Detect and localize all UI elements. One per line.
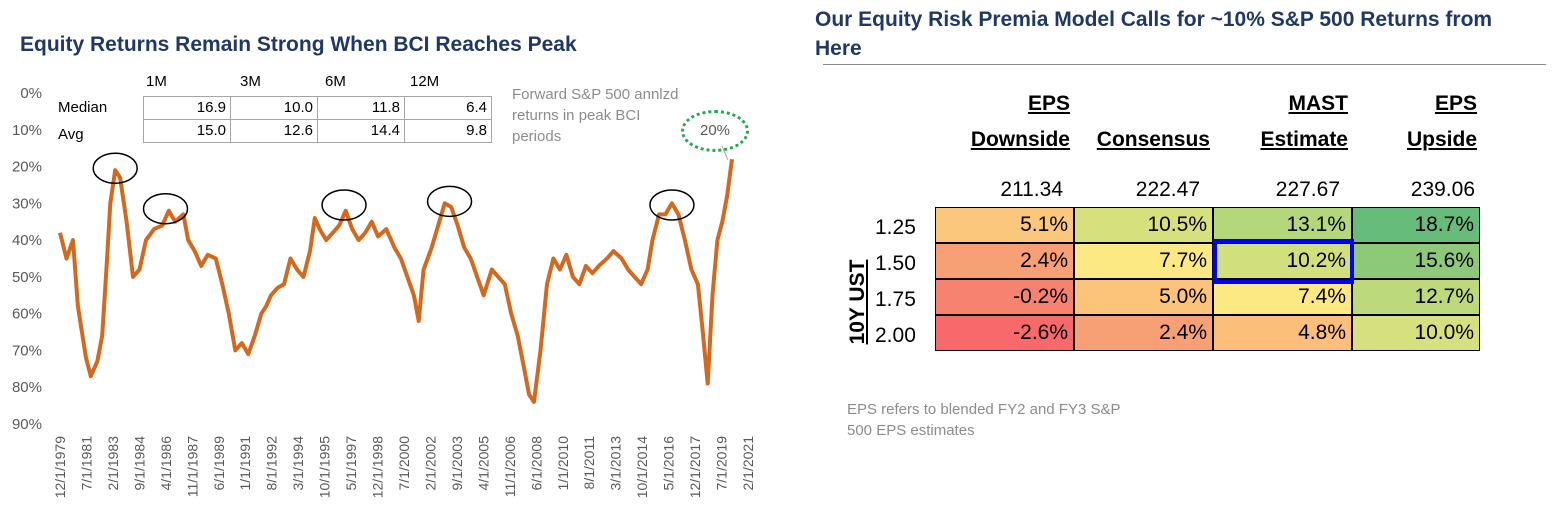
bci-series-line [58, 158, 734, 404]
x-tick-label: 11/1/2006 [502, 436, 518, 497]
heat-cell: 4.8% [1213, 315, 1352, 351]
col-head-mast-line1: MAST [1288, 92, 1349, 115]
heat-cell: 12.7% [1352, 279, 1480, 315]
y-tick-label: 70% [12, 342, 42, 359]
x-tick-label: 9/1/1984 [131, 436, 147, 491]
heat-cell: 18.7% [1352, 207, 1480, 243]
col-head-upside-line2: Upside [1406, 128, 1477, 151]
stats-header-6m: 6M [325, 73, 346, 90]
x-tick-label: 7/1/2000 [396, 436, 412, 491]
heat-cell: 5.1% [935, 207, 1074, 243]
heat-cell: 7.4% [1213, 279, 1352, 315]
peak-circle [426, 185, 473, 218]
heat-cell: 5.0% [1074, 279, 1213, 315]
x-tick-label: 6/1/1989 [211, 436, 227, 491]
x-tick-label: 8/1/1992 [264, 436, 280, 491]
bci-line-chart: 0% 10% 20% 30% 40% 50% 60% 70% 80% 90% 12/1/1979 7/… [12, 85, 756, 498]
heat-cell: 2.4% [935, 243, 1074, 279]
peak-callout-bubble: 20% [681, 110, 749, 152]
x-tick-label: 10/1/1995 [317, 436, 333, 498]
stats-row-label-median: Median [58, 99, 108, 116]
x-tick-label: 1/1/1991 [237, 436, 253, 491]
stats-cell: 15.0 [143, 119, 231, 143]
x-tick-label: 7/1/1981 [78, 436, 94, 491]
x-tick-label: 4/1/1986 [158, 436, 174, 491]
x-tick-label: 7/1/2019 [714, 436, 730, 491]
x-tick-label: 10/1/2014 [634, 436, 650, 498]
heat-cell: 2.4% [1074, 315, 1213, 351]
y-tick-label: 60% [12, 306, 42, 323]
x-tick-label: 9/1/2003 [449, 436, 465, 491]
eps-value-consensus: 222.47 [1135, 178, 1200, 201]
y-tick-label: 80% [12, 379, 42, 396]
peak-circle [92, 152, 138, 184]
x-tick-label: 5/1/1997 [343, 436, 359, 491]
x-tick-label: 12/1/2017 [687, 436, 703, 498]
stats-row-label-avg: Avg [58, 126, 84, 143]
heat-cell: 7.7% [1074, 243, 1213, 279]
x-tick-label: 8/1/2011 [581, 436, 597, 490]
heat-cell: 13.1% [1213, 207, 1352, 243]
x-tick-label: 12/1/1998 [370, 436, 386, 498]
forward-returns-note: Forward S&P 500 annlzd returns in peak B… [512, 86, 679, 145]
peak-circle [142, 192, 189, 225]
stats-cell: 9.8 [404, 119, 492, 143]
rate-label: 1.50 [875, 252, 916, 275]
x-tick-label: 2/1/2021 [740, 436, 756, 491]
y-tick-label: 20% [12, 159, 42, 176]
mast-estimate-highlight [1213, 239, 1354, 284]
col-head-mast-line2: Estimate [1260, 128, 1348, 151]
eps-value-mast: 227.67 [1275, 178, 1340, 201]
y-tick-label: 40% [12, 232, 42, 249]
stats-header-12m: 12M [410, 73, 440, 90]
y-tick-label: 90% [12, 416, 42, 433]
x-tick-label: 12/1/1979 [52, 436, 68, 498]
heat-cell: -0.2% [935, 279, 1074, 315]
heat-cell: 10.2% [1213, 243, 1352, 279]
x-tick-label: 1/1/2010 [555, 436, 571, 491]
heat-cell: 15.6% [1352, 243, 1480, 279]
x-tick-label: 2/1/1983 [105, 436, 121, 491]
left-chart-title: Equity Returns Remain Strong When BCI Re… [20, 33, 577, 56]
heat-cell: 10.5% [1074, 207, 1213, 243]
stats-header-1m: 1M [146, 73, 167, 90]
stats-cell: 16.9 [143, 96, 231, 120]
x-tick-label: 2/1/2002 [422, 436, 438, 491]
y-tick-label: 10% [12, 122, 42, 139]
eps-value-upside: 239.06 [1410, 178, 1475, 201]
col-head-downside-line1: EPS [1027, 92, 1070, 115]
y-tick-label: 50% [12, 269, 42, 286]
stats-header-3m: 3M [240, 73, 261, 90]
heat-cell: -2.6% [935, 315, 1074, 351]
stats-cell: 10.0 [230, 96, 318, 120]
heat-cell: 10.0% [1352, 315, 1480, 351]
rate-label: 1.25 [875, 216, 916, 239]
x-tick-label: 3/1/1994 [290, 436, 306, 491]
peak-circle [649, 189, 695, 221]
col-head-consensus: Consensus [1096, 128, 1210, 151]
rate-label: 1.75 [875, 288, 916, 311]
x-tick-label: 4/1/2005 [475, 436, 491, 491]
col-head-downside-line2: Downside [970, 128, 1070, 151]
col-head-upside-line1: EPS [1434, 92, 1477, 115]
y-tick-label: 0% [20, 85, 42, 102]
x-tick-label: 11/1/1987 [184, 436, 200, 497]
eps-footnote: EPS refers to blended FY2 and FY3 S&P 50… [847, 401, 1121, 439]
x-tick-label: 3/1/2013 [608, 436, 624, 491]
eps-value-downside: 211.34 [1000, 178, 1063, 201]
title-divider [823, 64, 1546, 65]
stats-cell: 11.8 [317, 96, 405, 120]
y-tick-label: 30% [12, 195, 42, 212]
rate-label: 2.00 [875, 324, 916, 347]
stats-cell: 12.6 [230, 119, 318, 143]
x-tick-label: 5/1/2016 [661, 436, 677, 491]
right-table-title: Our Equity Risk Premia Model Calls for ~… [815, 8, 1493, 60]
stats-cell: 14.4 [317, 119, 405, 143]
ust-axis-label: 10Y UST [846, 259, 869, 345]
x-tick-label: 6/1/2008 [528, 436, 544, 491]
peak-circle [321, 189, 367, 221]
stats-cell: 6.4 [404, 96, 492, 120]
